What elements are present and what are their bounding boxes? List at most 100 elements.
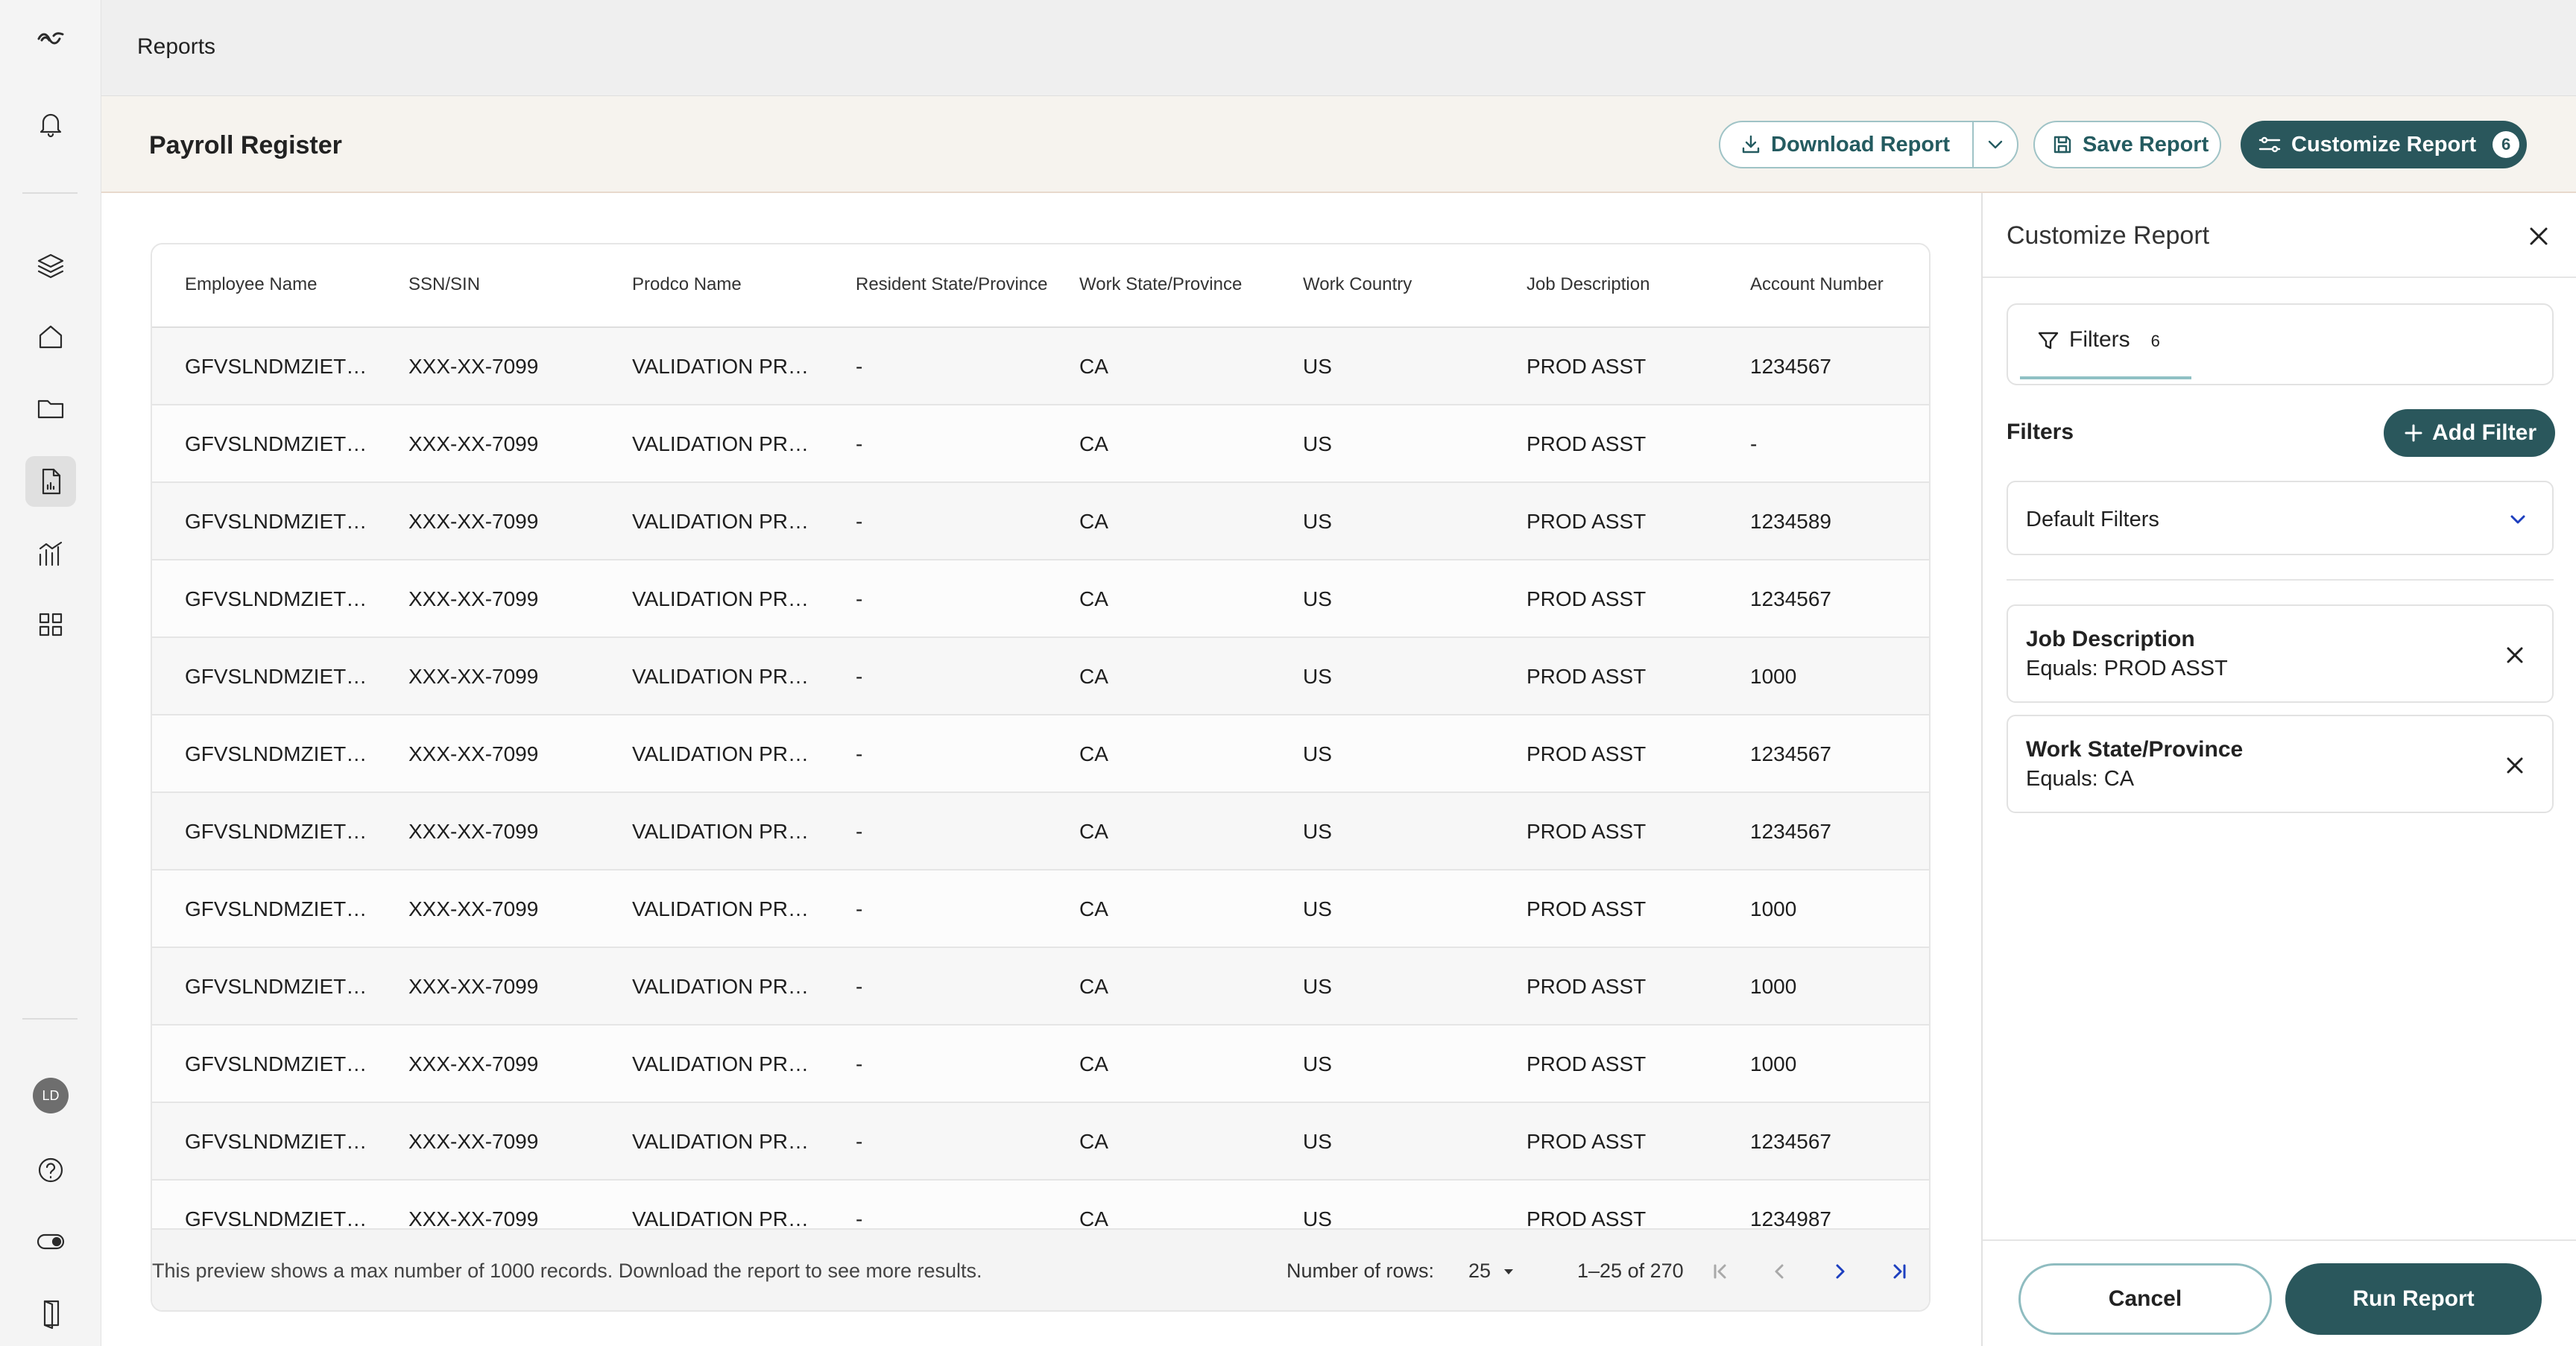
table-cell: - bbox=[856, 510, 863, 533]
previous-page-button[interactable] bbox=[1764, 1255, 1796, 1288]
layers-icon[interactable] bbox=[25, 240, 76, 291]
cancel-button[interactable]: Cancel bbox=[2018, 1263, 2272, 1335]
column-header[interactable]: Resident State/Province bbox=[856, 274, 1048, 294]
customize-report-button[interactable]: Customize Report 6 bbox=[2241, 121, 2527, 168]
table-row[interactable]: GFVSLNDMZIETUAH XXX-XX-7099 VALIDATION PRO… bbox=[152, 1181, 1929, 1231]
table-cell: XXX-XX-7099 bbox=[408, 587, 539, 610]
download-report-label: Download Report bbox=[1771, 132, 1951, 157]
table-cell: 1000 bbox=[1750, 975, 1797, 998]
column-header[interactable]: Job Description bbox=[1527, 274, 1650, 294]
breadcrumb[interactable]: Reports bbox=[137, 34, 216, 59]
close-panel-button[interactable] bbox=[2522, 220, 2555, 253]
table-row[interactable]: GFVSLNDMZIETUAH XXX-XX-7099 VALIDATION PRO… bbox=[152, 793, 1929, 871]
sidebar-divider bbox=[22, 1018, 78, 1020]
tab-filters[interactable]: Filters 6 bbox=[2020, 327, 2191, 379]
table-cell: US bbox=[1303, 355, 1332, 378]
tab-filters-count: 6 bbox=[2150, 332, 2160, 350]
remove-filter-button[interactable] bbox=[2498, 639, 2531, 672]
column-header[interactable]: Work Country bbox=[1303, 274, 1412, 294]
report-icon[interactable] bbox=[25, 456, 76, 507]
filter-chip-condition: Equals: PROD ASST bbox=[2026, 657, 2228, 680]
table-cell: XXX-XX-7099 bbox=[408, 1052, 539, 1075]
table-cell: US bbox=[1303, 432, 1332, 455]
table-body: GFVSLNDMZIETUAH XXX-XX-7099 VALIDATION PRO… bbox=[152, 328, 1929, 1231]
analytics-icon[interactable] bbox=[25, 528, 76, 578]
column-header[interactable]: Employee Name bbox=[185, 274, 318, 294]
table-row[interactable]: GFVSLNDMZIETUAH XXX-XX-7099 VALIDATION PRO… bbox=[152, 560, 1929, 638]
remove-filter-button[interactable] bbox=[2498, 749, 2531, 782]
table-cell: CA bbox=[1079, 742, 1108, 765]
chevron-right-icon bbox=[1836, 1264, 1845, 1279]
table-cell: US bbox=[1303, 510, 1332, 533]
grid-icon[interactable] bbox=[25, 599, 76, 650]
table-cell: 1234589 bbox=[1750, 510, 1832, 533]
table-row[interactable]: GFVSLNDMZIETUAH XXX-XX-7099 VALIDATION PRO… bbox=[152, 948, 1929, 1026]
panel-title: Customize Report bbox=[2007, 221, 2210, 250]
table-cell: 1234567 bbox=[1750, 820, 1832, 843]
filters-divider bbox=[2007, 579, 2554, 581]
table-cell: GFVSLNDMZIETUAH bbox=[185, 587, 375, 610]
column-header[interactable]: Work State/Province bbox=[1079, 274, 1243, 294]
close-icon bbox=[2507, 647, 2523, 663]
avatar[interactable]: LD bbox=[33, 1078, 69, 1113]
table-cell: GFVSLNDMZIETUAH bbox=[185, 742, 375, 765]
column-header[interactable]: SSN/SIN bbox=[408, 274, 481, 294]
table-row[interactable]: GFVSLNDMZIETUAH XXX-XX-7099 VALIDATION PRO… bbox=[152, 638, 1929, 715]
table-cell: 1234567 bbox=[1750, 587, 1832, 610]
report-table: Employee Name SSN/SIN Prodco Name Resident … bbox=[151, 243, 1931, 1312]
table-cell: GFVSLNDMZIETUAH bbox=[185, 1130, 375, 1153]
chevron-down-icon bbox=[1988, 140, 2003, 149]
run-report-button[interactable]: Run Report bbox=[2285, 1263, 2542, 1335]
download-report-split-button: Download Report bbox=[1719, 121, 2018, 168]
table-row[interactable]: GFVSLNDMZIETUAH XXX-XX-7099 VALIDATION PRO… bbox=[152, 405, 1929, 483]
filters-heading: Filters bbox=[2007, 420, 2074, 444]
table-cell: PROD ASST bbox=[1527, 975, 1647, 998]
help-icon[interactable] bbox=[25, 1145, 76, 1195]
logout-icon[interactable] bbox=[25, 1288, 76, 1339]
table-cell: CA bbox=[1079, 587, 1108, 610]
column-header[interactable]: Prodco Name bbox=[632, 274, 742, 294]
filter-chip-condition: Equals: CA bbox=[2026, 767, 2135, 791]
rows-per-page-select[interactable]: 25 bbox=[1468, 1260, 1516, 1283]
table-cell: XXX-XX-7099 bbox=[408, 820, 539, 843]
table-cell: GFVSLNDMZIETUAH bbox=[185, 432, 375, 455]
save-report-button[interactable]: Save Report bbox=[2033, 121, 2221, 168]
table-cell: XXX-XX-7099 bbox=[408, 665, 539, 688]
default-filters-select[interactable]: Default Filters bbox=[2007, 481, 2554, 555]
table-cell: US bbox=[1303, 587, 1332, 610]
bell-icon[interactable] bbox=[25, 98, 76, 149]
table-row[interactable]: GFVSLNDMZIETUAH XXX-XX-7099 VALIDATION PRO… bbox=[152, 328, 1929, 405]
brand-logo[interactable] bbox=[25, 12, 76, 63]
table-cell: XXX-XX-7099 bbox=[408, 897, 539, 920]
first-page-button[interactable] bbox=[1704, 1255, 1737, 1288]
chevron-down-icon bbox=[2503, 505, 2533, 534]
table-cell: - bbox=[1750, 432, 1758, 455]
first-page-icon bbox=[1714, 1264, 1726, 1279]
table-row[interactable]: GFVSLNDMZIETUAH XXX-XX-7099 VALIDATION PRO… bbox=[152, 715, 1929, 793]
table-cell: GFVSLNDMZIETUAH bbox=[185, 897, 375, 920]
default-filters-value: Default Filters bbox=[2026, 508, 2159, 531]
table-cell: XXX-XX-7099 bbox=[408, 432, 539, 455]
table-row[interactable]: GFVSLNDMZIETUAH XXX-XX-7099 VALIDATION PRO… bbox=[152, 483, 1929, 560]
table-cell: VALIDATION PRODCO bbox=[632, 587, 822, 610]
table-row[interactable]: GFVSLNDMZIETUAH XXX-XX-7099 VALIDATION PRO… bbox=[152, 871, 1929, 948]
table-row[interactable]: GFVSLNDMZIETUAH XXX-XX-7099 VALIDATION PRO… bbox=[152, 1103, 1929, 1181]
folder-icon[interactable] bbox=[25, 383, 76, 434]
table-cell: - bbox=[856, 897, 863, 920]
download-report-button[interactable]: Download Report bbox=[1720, 122, 1974, 167]
download-options-button[interactable] bbox=[1974, 122, 2017, 167]
last-page-button[interactable] bbox=[1883, 1255, 1916, 1288]
table-header: Employee Name SSN/SIN Prodco Name Resident … bbox=[152, 244, 1929, 328]
table-row[interactable]: GFVSLNDMZIETUAH XXX-XX-7099 VALIDATION PRO… bbox=[152, 1026, 1929, 1103]
toggle-icon[interactable] bbox=[25, 1216, 76, 1267]
home-icon[interactable] bbox=[25, 312, 76, 362]
table-cell: PROD ASST bbox=[1527, 587, 1647, 610]
table-cell: PROD ASST bbox=[1527, 897, 1647, 920]
next-page-button[interactable] bbox=[1823, 1255, 1856, 1288]
column-header[interactable]: Account Number bbox=[1750, 274, 1884, 294]
add-filter-button[interactable]: Add Filter bbox=[2384, 409, 2555, 457]
preview-note: This preview shows a max number of 1000 … bbox=[152, 1260, 982, 1282]
table-cell: XXX-XX-7099 bbox=[408, 355, 539, 378]
rows-per-page-label: Number of rows: bbox=[1287, 1260, 1435, 1282]
table-cell: XXX-XX-7099 bbox=[408, 1130, 539, 1153]
